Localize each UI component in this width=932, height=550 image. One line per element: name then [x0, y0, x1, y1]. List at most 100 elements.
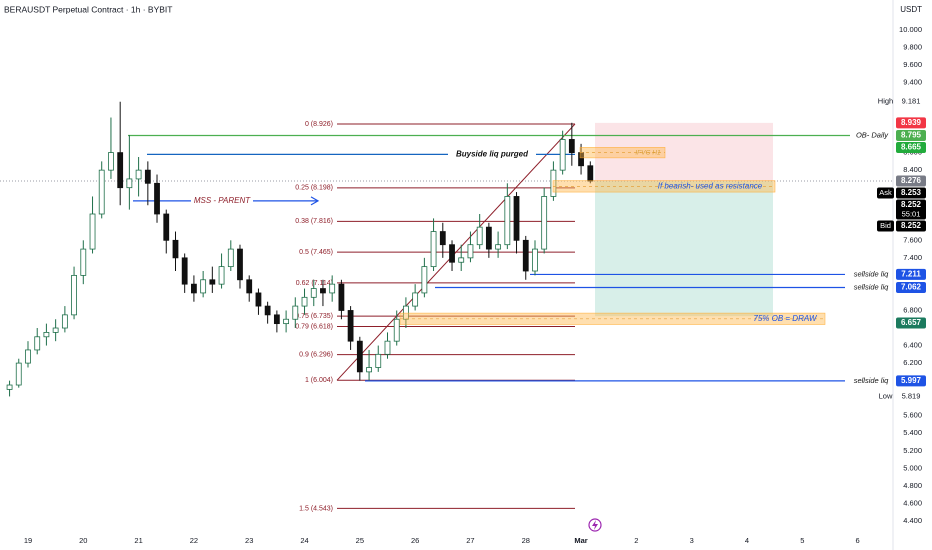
y-tick-label: 4.400 [903, 516, 922, 525]
candle-body [43, 332, 50, 338]
x-tick-label: 4 [745, 536, 749, 545]
candle-body [522, 239, 529, 272]
candle-body [439, 231, 446, 246]
candle-body [320, 288, 326, 294]
candle-body [80, 248, 87, 276]
candle-body [15, 362, 22, 386]
x-tick-label: 28 [522, 536, 530, 545]
target-zone [595, 181, 773, 317]
price-tag: High [878, 97, 893, 106]
fib-label: 0.75 (6.735) [295, 313, 333, 320]
candle-body [513, 196, 520, 241]
price-badge-label: 8.253 [901, 188, 922, 197]
candle-body [430, 231, 437, 268]
level-label: sellside liq [854, 282, 889, 291]
price-badge [896, 199, 926, 220]
candle-body [227, 248, 234, 268]
level-label: MSS - PARENT [194, 196, 251, 205]
candle-body [25, 349, 31, 364]
candle-body [61, 314, 68, 329]
x-tick-label: 2 [634, 536, 638, 545]
candle-body [559, 139, 566, 171]
candle-body [541, 196, 548, 250]
stop-zone [595, 122, 773, 182]
x-tick-label: 21 [134, 536, 142, 545]
candle-body [329, 283, 336, 294]
y-tick-label: 4.600 [903, 498, 922, 507]
price-badge [896, 375, 926, 387]
level-label: sellside liq [854, 269, 889, 278]
icon-circle[interactable] [588, 518, 602, 532]
price-badge-label: 7.062 [901, 283, 922, 292]
x-tick-label: 27 [466, 536, 474, 545]
candle-body [218, 266, 225, 285]
x-tick-label: 22 [190, 536, 198, 545]
x-tick-label: 5 [800, 536, 804, 545]
price-badge-label: 8.665 [901, 143, 922, 152]
candle-body [117, 152, 124, 189]
candle-body [172, 239, 179, 259]
candle-body [108, 152, 114, 171]
y-tick-label: 8.400 [903, 165, 922, 174]
y-tick-label: 6.800 [903, 305, 922, 314]
fib-label: 0.9 (6.296) [299, 352, 333, 359]
price-badge [896, 317, 926, 329]
tag-badge [877, 220, 894, 232]
candle-body [89, 213, 96, 250]
y-tick-label: 7.600 [903, 235, 922, 244]
x-tick-label: 19 [24, 536, 32, 545]
y-tick-label: 5.000 [903, 463, 922, 472]
y-tick-label: 9.400 [903, 77, 922, 86]
countdown: 55:01 [902, 210, 921, 219]
candle-body [485, 226, 492, 250]
x-tick-label: 3 [690, 536, 694, 545]
fib-label: 0.38 (7.816) [295, 218, 333, 225]
price-badge [896, 175, 926, 187]
price-badge [896, 268, 926, 280]
price-badge-label: 8.939 [901, 118, 922, 127]
candle-body [366, 367, 372, 373]
candle-body [264, 305, 271, 316]
level-label: OB- Daily [856, 130, 889, 139]
plot: 0 (8.926) 0.25 (8.198) 0.38 (7.816) 0.5 (7.… [0, 101, 893, 512]
candle-body [356, 340, 363, 373]
candle-body [495, 244, 502, 250]
candle-body [181, 257, 188, 285]
candle-body [301, 296, 308, 307]
label-bg [191, 195, 253, 206]
zone-label: If bearish- used as resistance [658, 181, 763, 190]
price-badge-label: 6.657 [901, 318, 922, 327]
icon-bolt[interactable] [592, 520, 598, 530]
x-tick-label: 20 [79, 536, 87, 545]
price-badge [896, 281, 926, 293]
x-tick-label: 23 [245, 536, 253, 545]
fib-label: 1 (6.004) [305, 377, 333, 384]
level-label: Buyside liq purged [456, 149, 529, 158]
arrow-head [310, 196, 320, 206]
candle-body [154, 182, 160, 215]
currency: USDT [900, 5, 922, 14]
price-badge-label: 8.252 [901, 200, 922, 209]
fib-label: 0.79 (6.618) [295, 323, 333, 330]
candle-body [126, 178, 133, 189]
candle-body [347, 310, 354, 342]
candle-body [246, 279, 253, 294]
icon[interactable] [588, 518, 602, 532]
candle-body [52, 327, 59, 333]
candle-body [467, 244, 474, 259]
price-tag: Ask [879, 188, 892, 197]
price-badge [896, 187, 926, 199]
y-tick-label: 10.000 [899, 25, 922, 34]
price-badge [896, 142, 926, 154]
x-tick-label: 25 [356, 536, 364, 545]
fib-diagonal [336, 123, 576, 381]
price-badge [896, 220, 926, 232]
candle-body [403, 305, 409, 320]
y-tick-label: 6.200 [903, 358, 922, 367]
candle-body [163, 213, 170, 241]
candle-body [34, 336, 41, 351]
x-tick-label: 6 [856, 536, 860, 545]
price-badge-label: 8.252 [901, 221, 922, 230]
candle-body [449, 244, 455, 263]
price-badge [896, 117, 926, 129]
